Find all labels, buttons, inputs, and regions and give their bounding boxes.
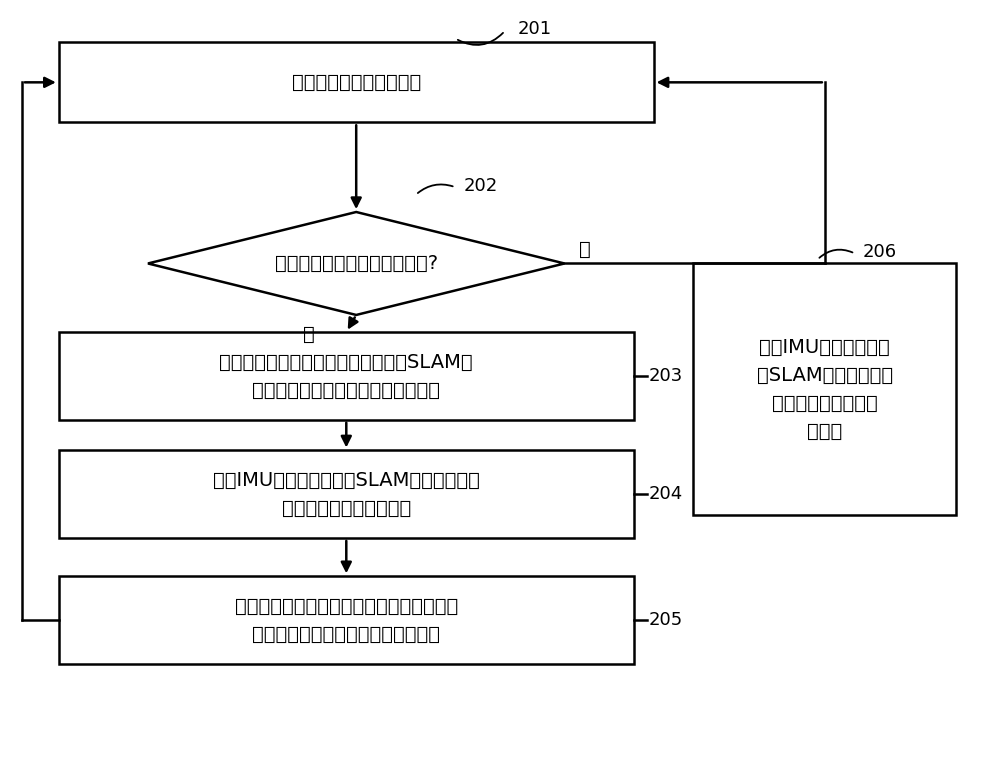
Bar <box>59 450 634 538</box>
Text: 获取当前飞行高度估计值: 获取当前飞行高度估计值 <box>292 72 421 92</box>
Text: 202: 202 <box>463 177 498 195</box>
Bar <box>693 264 956 515</box>
Bar <box>59 42 654 123</box>
Text: 基于尺度因子融合策略，根据第一尺度因子
和第二尺度因子确定单目视觉尺度值: 基于尺度因子融合策略，根据第一尺度因子 和第二尺度因子确定单目视觉尺度值 <box>235 597 458 644</box>
Bar <box>59 332 634 420</box>
Text: 否: 否 <box>579 241 591 259</box>
Text: 201: 201 <box>518 20 552 39</box>
Text: 根据IMU的探测数据获取SLAM算法的尺度估
计值，作为第二尺度因子: 根据IMU的探测数据获取SLAM算法的尺度估 计值，作为第二尺度因子 <box>213 470 480 517</box>
Text: 204: 204 <box>649 485 683 503</box>
Text: 是: 是 <box>303 325 314 344</box>
Text: 根据距离探测传感器的探测数据获取SLAM算
法的尺度估计值，作为第一尺度因子: 根据距离探测传感器的探测数据获取SLAM算 法的尺度估计值，作为第一尺度因子 <box>219 352 473 399</box>
Text: 206: 206 <box>863 243 897 261</box>
Text: 根据IMU的探测数据获
取SLAM算法的尺度估
计值，作为单目视觉
尺度值: 根据IMU的探测数据获 取SLAM算法的尺度估 计值，作为单目视觉 尺度值 <box>757 338 893 441</box>
Text: 飞行高度估计值小于预定高度?: 飞行高度估计值小于预定高度? <box>275 254 438 273</box>
Text: 205: 205 <box>649 611 683 629</box>
Bar <box>59 576 634 664</box>
Text: 203: 203 <box>649 367 683 385</box>
Polygon shape <box>148 212 564 315</box>
